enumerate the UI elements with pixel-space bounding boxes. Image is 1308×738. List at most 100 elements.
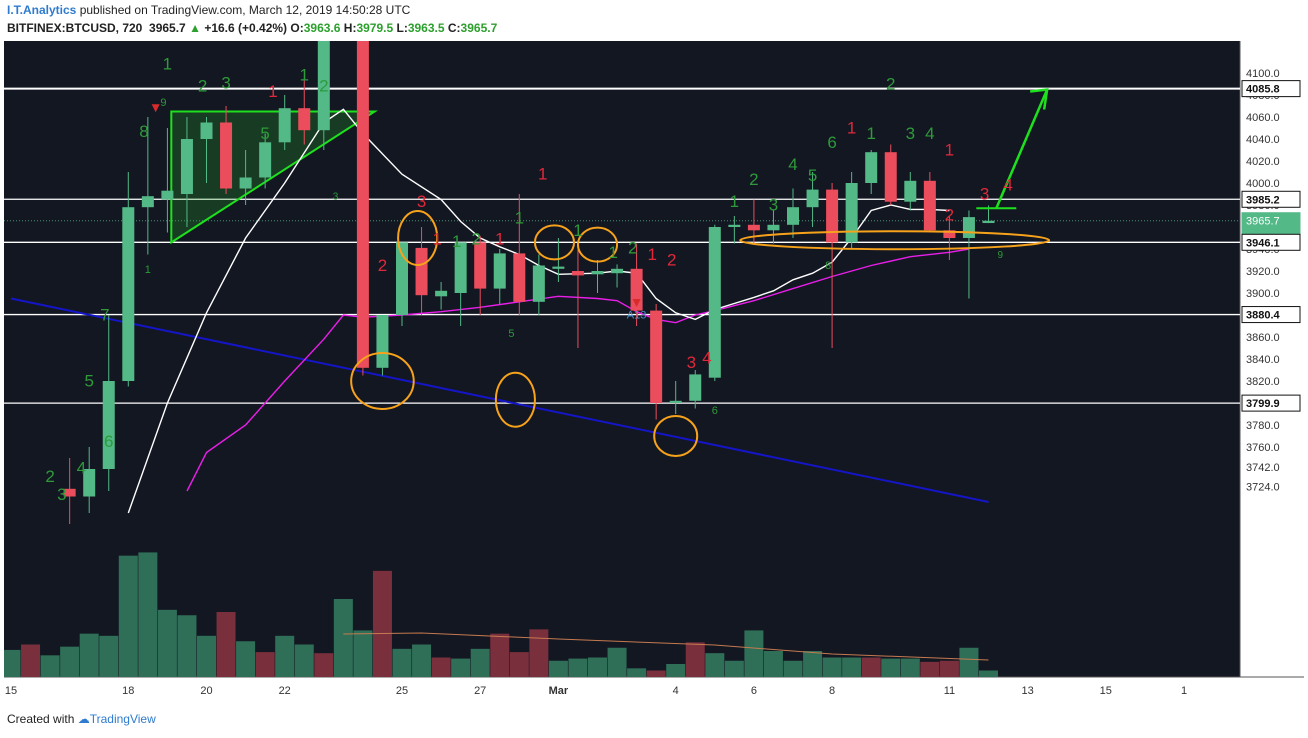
time-tick-label: 27: [474, 685, 486, 697]
publish-info: I.T.Analytics published on TradingView.c…: [7, 3, 410, 17]
author-link[interactable]: I.T.Analytics: [7, 3, 77, 17]
sequence-count-label: 2: [319, 77, 328, 96]
candle-body: [102, 381, 115, 469]
candle-body: [611, 268, 624, 274]
price-label-text: 3880.4: [1246, 310, 1281, 322]
volume-bar: [157, 609, 177, 677]
candle-body: [454, 242, 467, 293]
sequence-count-label: 4: [1003, 176, 1012, 195]
candle-body: [708, 227, 721, 378]
candle-body: [317, 41, 330, 131]
volume-bar: [294, 644, 314, 677]
price-label-box: [1241, 212, 1301, 230]
high-value: 3979.5: [356, 21, 394, 35]
candle-body: [239, 177, 252, 189]
candle-body: [474, 242, 487, 289]
sequence-count-label: 3: [906, 124, 915, 143]
volume-bar: [118, 555, 138, 677]
candle-body: [122, 207, 135, 381]
volume-bar: [861, 657, 881, 677]
price-label-text: 3985.2: [1246, 194, 1280, 206]
sequence-count-label: 1: [866, 124, 875, 143]
volume-bar: [959, 647, 979, 677]
volume-bar: [822, 657, 842, 677]
sequence-count-label: 9: [997, 250, 1003, 261]
sequence-count-label: 9: [160, 97, 166, 109]
candle-body: [220, 122, 233, 189]
volume-bar: [216, 612, 236, 677]
ma-fast-line: [127, 108, 950, 514]
sequence-count-label: 3: [417, 192, 426, 211]
volume-bar: [900, 658, 920, 677]
candle-body: [435, 290, 448, 297]
candle-body: [493, 253, 506, 289]
volume-bar: [40, 655, 60, 677]
sell-signal-icon: [632, 299, 641, 307]
candle-body: [826, 189, 839, 243]
open-label: O:: [290, 21, 304, 35]
ma-slow-line: [186, 248, 970, 492]
time-tick-label: 18: [122, 685, 134, 697]
highlight-circle: [533, 224, 576, 261]
arrow-head-icon: [1030, 88, 1049, 110]
candle-body: [962, 217, 975, 238]
candle-body: [513, 253, 526, 302]
candle-body: [689, 374, 702, 401]
candle-body: [552, 266, 565, 269]
up-triangle-icon: ▲: [189, 21, 201, 35]
volume-bar: [470, 648, 490, 677]
sequence-count-label: 5: [808, 166, 817, 185]
time-tick-label: 1: [1181, 685, 1187, 697]
open-value: 3963.6: [303, 21, 341, 35]
time-axis-background: [4, 677, 1304, 702]
sequence-count-label: 1: [538, 165, 547, 184]
volume-bar: [979, 670, 998, 677]
sequence-count-label: 1: [163, 55, 172, 74]
candle-body: [180, 139, 193, 194]
time-tick-label: 4: [673, 685, 679, 697]
time-tick-label: 11: [944, 685, 955, 697]
volume-bar: [842, 657, 862, 677]
volume-bar: [744, 630, 764, 677]
price-axis[interactable]: 4100.04080.04060.04040.04020.04000.03980…: [1241, 68, 1301, 494]
volume-bar: [451, 658, 471, 677]
sequence-count-label: 6: [712, 405, 718, 417]
sequence-count-label: 6: [104, 432, 113, 451]
sequence-count-label: 1: [648, 245, 657, 264]
target-arrow: [995, 89, 1049, 209]
price-tick-label: 3820.0: [1246, 376, 1280, 388]
time-tick-label: 15: [1100, 685, 1112, 697]
price-label-box: [1241, 306, 1301, 324]
price-tick-label: 4060.0: [1246, 112, 1280, 124]
volume-bar: [79, 633, 99, 677]
volume-bar: [177, 615, 197, 677]
sequence-count-label: 2: [198, 77, 207, 96]
sequence-count-label: 2: [628, 238, 637, 257]
sequence-count-label: 3: [333, 192, 339, 203]
price-tick-label: 3724.0: [1246, 482, 1280, 494]
price-tick-label: 4040.0: [1246, 134, 1280, 146]
volume-bar: [568, 658, 588, 677]
sequence-count-label: 2: [945, 205, 954, 224]
volume-bar: [372, 570, 392, 677]
price-tick-label: 4020.0: [1246, 156, 1280, 168]
volume-bar: [646, 670, 666, 677]
sequence-count-label: 2: [749, 170, 758, 189]
volume-bar: [255, 652, 275, 677]
candle-body: [650, 310, 663, 403]
price-tick-label: 3900.0: [1246, 288, 1280, 300]
price-label-box: [1241, 80, 1301, 98]
volume-bar: [607, 647, 627, 677]
candle-body: [532, 265, 545, 302]
tradingview-link[interactable]: TradingView: [89, 712, 156, 726]
price-label-box: [1241, 190, 1301, 208]
volume-bar: [529, 629, 549, 677]
volume-bar: [588, 657, 607, 677]
tradingview-logo-icon[interactable]: ☁: [77, 712, 90, 726]
sequence-count-label: 3: [980, 185, 989, 204]
sequence-count-label: 1: [573, 221, 582, 240]
volume-bar: [509, 652, 529, 677]
volume-bar: [197, 635, 216, 677]
time-axis[interactable]: 15 18 20 22 25 27 Mar 4 6 8 11 13 15 1: [5, 685, 1187, 697]
